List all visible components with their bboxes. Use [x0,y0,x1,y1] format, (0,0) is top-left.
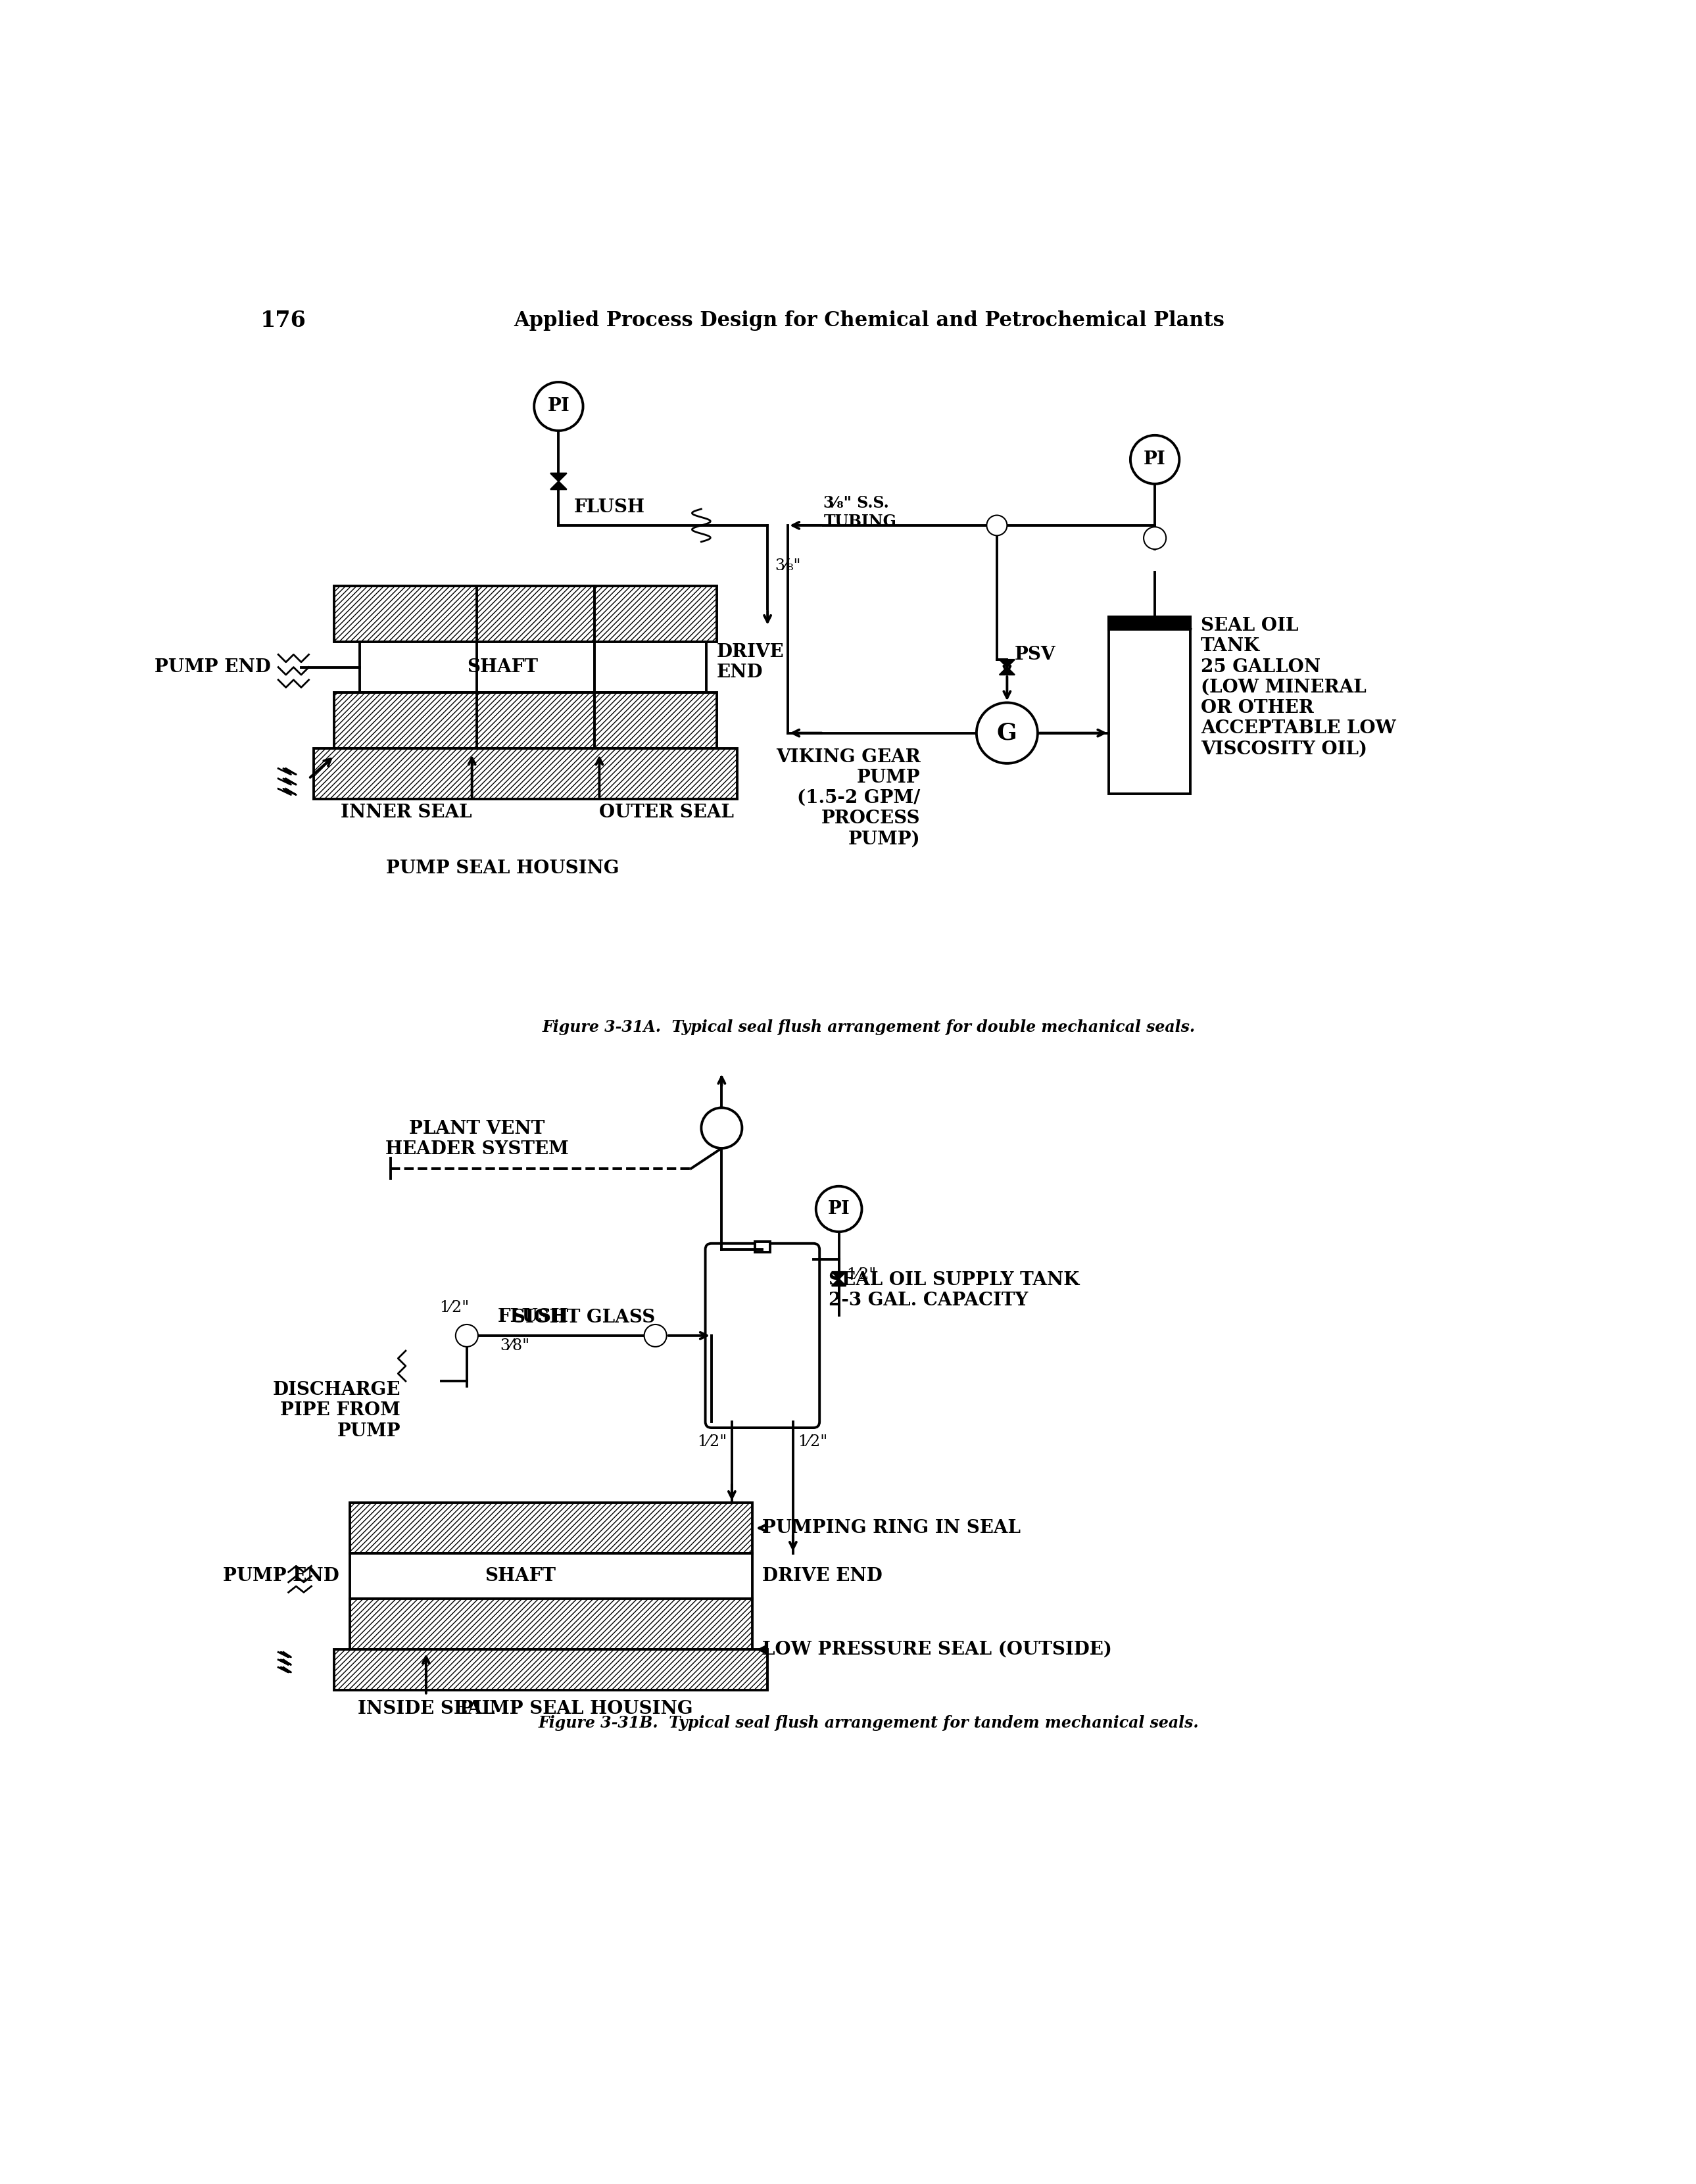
Polygon shape [831,1271,846,1280]
Text: 3⁄₈": 3⁄₈" [775,559,801,574]
Text: PUMPING RING IN SEAL: PUMPING RING IN SEAL [763,1520,1021,1538]
Polygon shape [999,660,1014,666]
Circle shape [456,1324,478,1348]
Bar [349,1599,753,1649]
Text: SEAL OIL
TANK
25 GALLON
(LOW MINERAL
OR OTHER
ACCEPTABLE LOW
VISCOSITY OIL): SEAL OIL TANK 25 GALLON (LOW MINERAL OR … [1201,618,1396,758]
Bar [349,1553,753,1599]
Text: 3⁄₈" S.S.
TUBING: 3⁄₈" S.S. TUBING [824,496,897,529]
Circle shape [1131,435,1179,485]
Text: PI: PI [828,1201,850,1219]
Circle shape [534,382,583,430]
Text: Applied Process Design for Chemical and Petrochemical Plants: Applied Process Design for Chemical and … [514,310,1225,330]
Text: 1⁄2": 1⁄2" [439,1299,470,1315]
Bar [334,692,716,749]
Text: 3⁄8": 3⁄8" [500,1339,529,1354]
FancyBboxPatch shape [706,1243,819,1428]
Text: FLUSH: FLUSH [497,1308,568,1326]
Circle shape [1143,526,1167,548]
Polygon shape [551,474,566,480]
Text: DRIVE END: DRIVE END [763,1568,882,1586]
Bar [334,585,716,642]
Text: PUMP SEAL HOUSING: PUMP SEAL HOUSING [460,1699,694,1719]
Bar [1109,616,1191,629]
Text: SHAFT: SHAFT [485,1568,556,1586]
Text: PUMP END: PUMP END [224,1568,339,1586]
Text: PUMP SEAL HOUSING: PUMP SEAL HOUSING [387,860,619,878]
Polygon shape [831,1280,846,1286]
Circle shape [987,515,1007,535]
Text: PUMP END: PUMP END [154,657,271,677]
Text: OUTER SEAL: OUTER SEAL [599,804,734,821]
Text: INNER SEAL: INNER SEAL [341,804,471,821]
Text: 1⁄2": 1⁄2" [846,1267,877,1282]
Text: SEAL OIL SUPPLY TANK
2-3 GAL. CAPACITY: SEAL OIL SUPPLY TANK 2-3 GAL. CAPACITY [829,1271,1079,1308]
Bar [334,1649,768,1690]
Circle shape [700,1107,743,1149]
Text: SIGHT GLASS: SIGHT GLASS [512,1308,655,1326]
Text: FLUSH: FLUSH [573,498,644,515]
Text: DRIVE
END: DRIVE END [716,642,784,681]
Bar [755,1243,770,1251]
Text: INSIDE SEAL: INSIDE SEAL [358,1699,495,1719]
Text: Figure 3-31B.  Typical seal flush arrangement for tandem mechanical seals.: Figure 3-31B. Typical seal flush arrange… [539,1714,1199,1732]
Bar [360,642,706,692]
Circle shape [977,703,1038,764]
Bar [314,749,738,799]
Text: G: G [997,723,1018,745]
Text: PSV: PSV [1014,646,1057,664]
Text: PI: PI [548,397,570,415]
Text: SHAFT: SHAFT [466,657,538,677]
Text: 1⁄2": 1⁄2" [697,1435,728,1450]
Text: 1⁄2": 1⁄2" [799,1435,828,1450]
Bar [349,1503,753,1553]
Text: Figure 3-31A.  Typical seal flush arrangement for double mechanical seals.: Figure 3-31A. Typical seal flush arrange… [543,1020,1196,1035]
Text: PI: PI [1143,450,1165,467]
Text: DISCHARGE
PIPE FROM
PUMP: DISCHARGE PIPE FROM PUMP [273,1380,400,1439]
Text: 176: 176 [261,310,307,332]
Circle shape [644,1324,667,1348]
Polygon shape [551,480,566,489]
Circle shape [816,1186,862,1232]
Bar [1109,616,1191,793]
Text: PLANT VENT
HEADER SYSTEM: PLANT VENT HEADER SYSTEM [385,1120,568,1158]
Text: LOW PRESSURE SEAL (OUTSIDE): LOW PRESSURE SEAL (OUTSIDE) [763,1640,1113,1658]
Polygon shape [999,666,1014,675]
Text: VIKING GEAR
PUMP
(1.5-2 GPM/
PROCESS
PUMP): VIKING GEAR PUMP (1.5-2 GPM/ PROCESS PUM… [775,749,921,847]
